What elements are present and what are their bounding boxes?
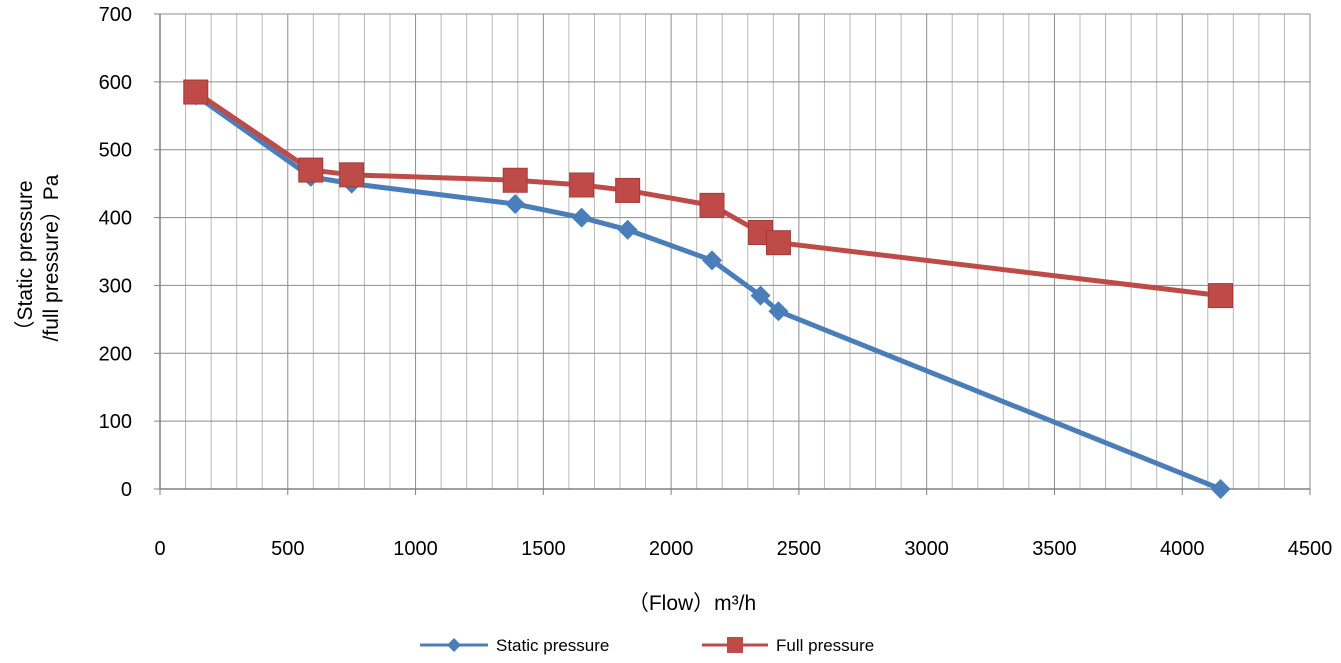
series-full-pressure (183, 79, 1234, 309)
y-tick-label: 100 (99, 411, 132, 433)
legend-full-square-icon (727, 637, 743, 653)
data-point-square (699, 192, 725, 218)
y-tick-label: 700 (99, 4, 132, 26)
x-tick-label: 2500 (777, 538, 822, 560)
y-tick-label: 300 (99, 275, 132, 297)
data-point-diamond (750, 285, 771, 306)
x-tick-labels: 0 500 1000 1500 2000 2500 3000 3500 4000 4500 (154, 538, 1332, 560)
data-point-diamond (505, 194, 526, 214)
legend-full-label: Full pressure (776, 636, 874, 655)
data-point-diamond (768, 301, 789, 322)
legend-item-static: Static pressure (420, 636, 609, 655)
data-point-square (502, 167, 528, 193)
x-tick-label: 4000 (1160, 538, 1205, 560)
data-point-diamond (702, 250, 722, 271)
data-point-diamond (617, 219, 638, 240)
series-layer (183, 79, 1234, 499)
x-tick-label: 1000 (393, 538, 438, 560)
data-point-diamond (1210, 479, 1231, 499)
legend-item-full: Full pressure (702, 636, 874, 655)
data-point-square (765, 230, 791, 256)
data-point-square (298, 157, 324, 183)
y-tick-label: 400 (99, 208, 132, 230)
axes (154, 13, 1311, 495)
x-tick-label: 2000 (649, 538, 694, 560)
y-axis-title-line-1: （Static pressure (14, 180, 37, 341)
data-point-square (183, 79, 209, 105)
y-tick-label: 0 (121, 479, 132, 501)
legend-static-label: Static pressure (496, 636, 609, 655)
y-axis-title-line-2: /full pressure）Pa (40, 174, 63, 341)
x-tick-label: 3000 (904, 538, 949, 560)
y-tick-label: 600 (99, 72, 132, 94)
minor-gridlines (185, 14, 1285, 489)
data-point-diamond (571, 207, 592, 228)
x-axis-title: （Flow）m³/h (628, 592, 756, 615)
y-axis-title: （Static pressure /full pressure）Pa (14, 174, 63, 341)
y-tick-label: 500 (99, 140, 132, 162)
series-line-static-pressure (193, 92, 1224, 492)
x-tick-label: 1500 (521, 538, 566, 560)
data-point-square (339, 162, 365, 188)
x-tick-label: 3500 (1032, 538, 1077, 560)
x-tick-label: 500 (271, 538, 304, 560)
y-tick-label: 200 (99, 343, 132, 365)
svg-text:（Static pressure /full p: （Static pressure /full pressure）Pa (14, 174, 63, 341)
series-static-pressure (185, 85, 1231, 499)
data-point-square (569, 172, 595, 198)
data-point-square (615, 177, 641, 203)
legend: Static pressure Full pressure (420, 636, 874, 655)
major-gridlines (160, 13, 1311, 489)
y-tick-labels: 0 100 200 300 400 500 600 700 (99, 4, 132, 501)
legend-static-diamond-icon (447, 638, 461, 652)
x-tick-label: 0 (154, 538, 165, 560)
x-tick-label: 4500 (1288, 538, 1333, 560)
data-point-square (1208, 283, 1234, 309)
